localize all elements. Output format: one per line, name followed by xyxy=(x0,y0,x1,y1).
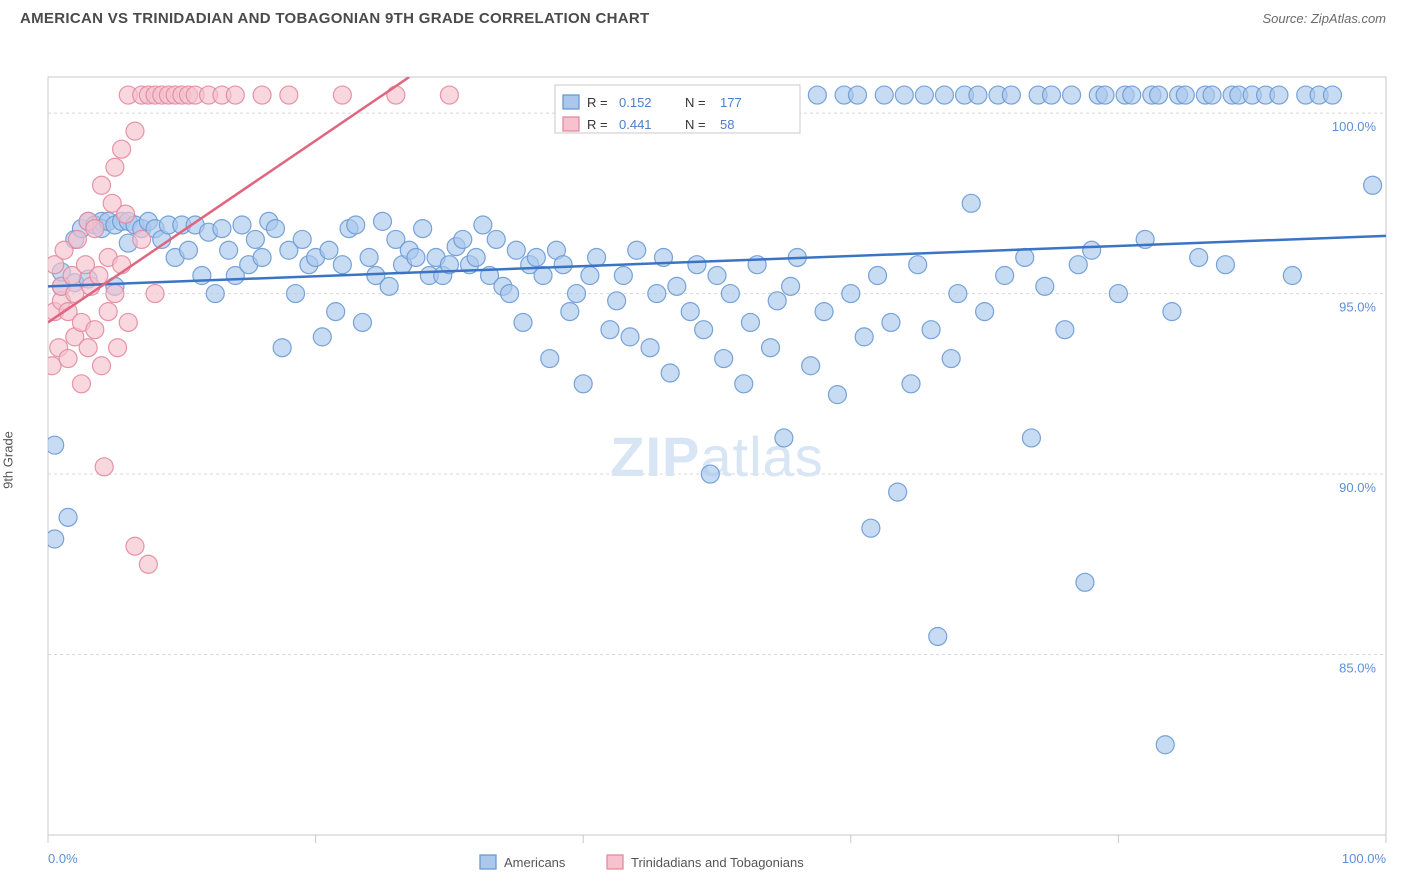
svg-text:N =: N = xyxy=(685,95,706,110)
svg-text:R =: R = xyxy=(587,117,608,132)
svg-text:0.152: 0.152 xyxy=(619,95,652,110)
svg-text:100.0%: 100.0% xyxy=(1332,119,1377,134)
svg-text:0.0%: 0.0% xyxy=(48,851,78,866)
svg-text:Americans: Americans xyxy=(504,855,566,870)
scatter-chart: 85.0%90.0%95.0%100.0%0.0%100.0%ZIPatlasR… xyxy=(0,35,1406,885)
chart-title: AMERICAN VS TRINIDADIAN AND TOBAGONIAN 9… xyxy=(20,10,650,27)
svg-text:177: 177 xyxy=(720,95,742,110)
svg-text:100.0%: 100.0% xyxy=(1342,851,1387,866)
svg-text:Trinidadians and Tobagonians: Trinidadians and Tobagonians xyxy=(631,855,804,870)
svg-text:0.441: 0.441 xyxy=(619,117,652,132)
svg-text:85.0%: 85.0% xyxy=(1339,661,1376,676)
chart-source: Source: ZipAtlas.com xyxy=(1262,11,1386,26)
svg-text:95.0%: 95.0% xyxy=(1339,300,1376,315)
svg-text:58: 58 xyxy=(720,117,734,132)
y-axis-label: 9th Grade xyxy=(1,431,16,489)
svg-text:N =: N = xyxy=(685,117,706,132)
svg-text:90.0%: 90.0% xyxy=(1339,480,1376,495)
svg-text:R =: R = xyxy=(587,95,608,110)
